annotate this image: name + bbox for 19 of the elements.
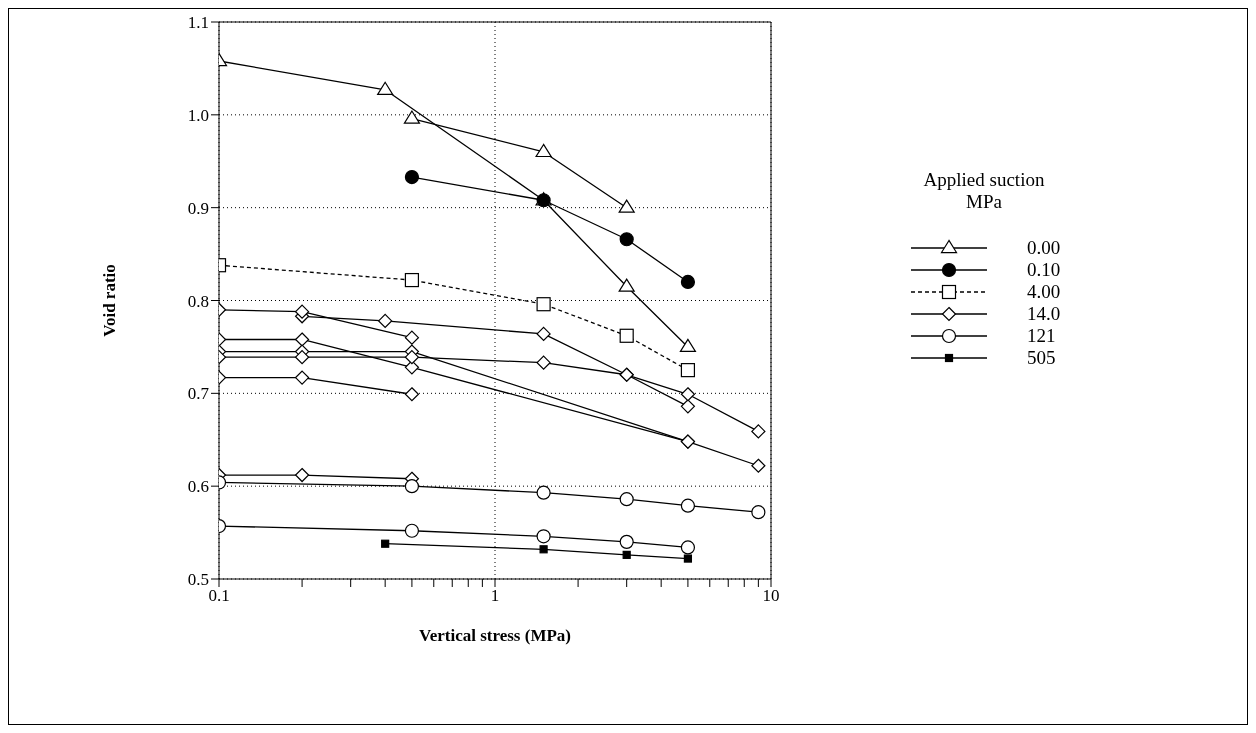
legend-label: 0.00 (1027, 237, 1061, 259)
x-tick-label: 10 (762, 586, 780, 606)
y-tick-label: 1.1 (187, 13, 209, 33)
x-tick-label: 0.1 (208, 586, 230, 606)
y-tick-label: 1.0 (187, 105, 209, 125)
legend-label: 121 (1027, 325, 1056, 347)
y-tick-label: 0.9 (187, 198, 209, 218)
y-tick-label: 0.7 (187, 384, 210, 404)
legend-label: 4.00 (1027, 281, 1061, 303)
legend-label: 14.0 (1027, 303, 1061, 325)
x-tick-label: 1 (490, 586, 500, 606)
x-axis-title: Vertical stress (MPa) (418, 626, 572, 645)
y-tick-label: 0.8 (187, 291, 209, 311)
y-tick-label: 0.6 (187, 477, 209, 497)
legend-label: 0.10 (1027, 259, 1061, 281)
y-axis-title: Void ratio (100, 264, 120, 337)
legend-label: 505 (1027, 347, 1056, 369)
y-tick-label: 0.5 (187, 570, 209, 590)
legend-title: Applied suction MPa (922, 169, 1046, 213)
